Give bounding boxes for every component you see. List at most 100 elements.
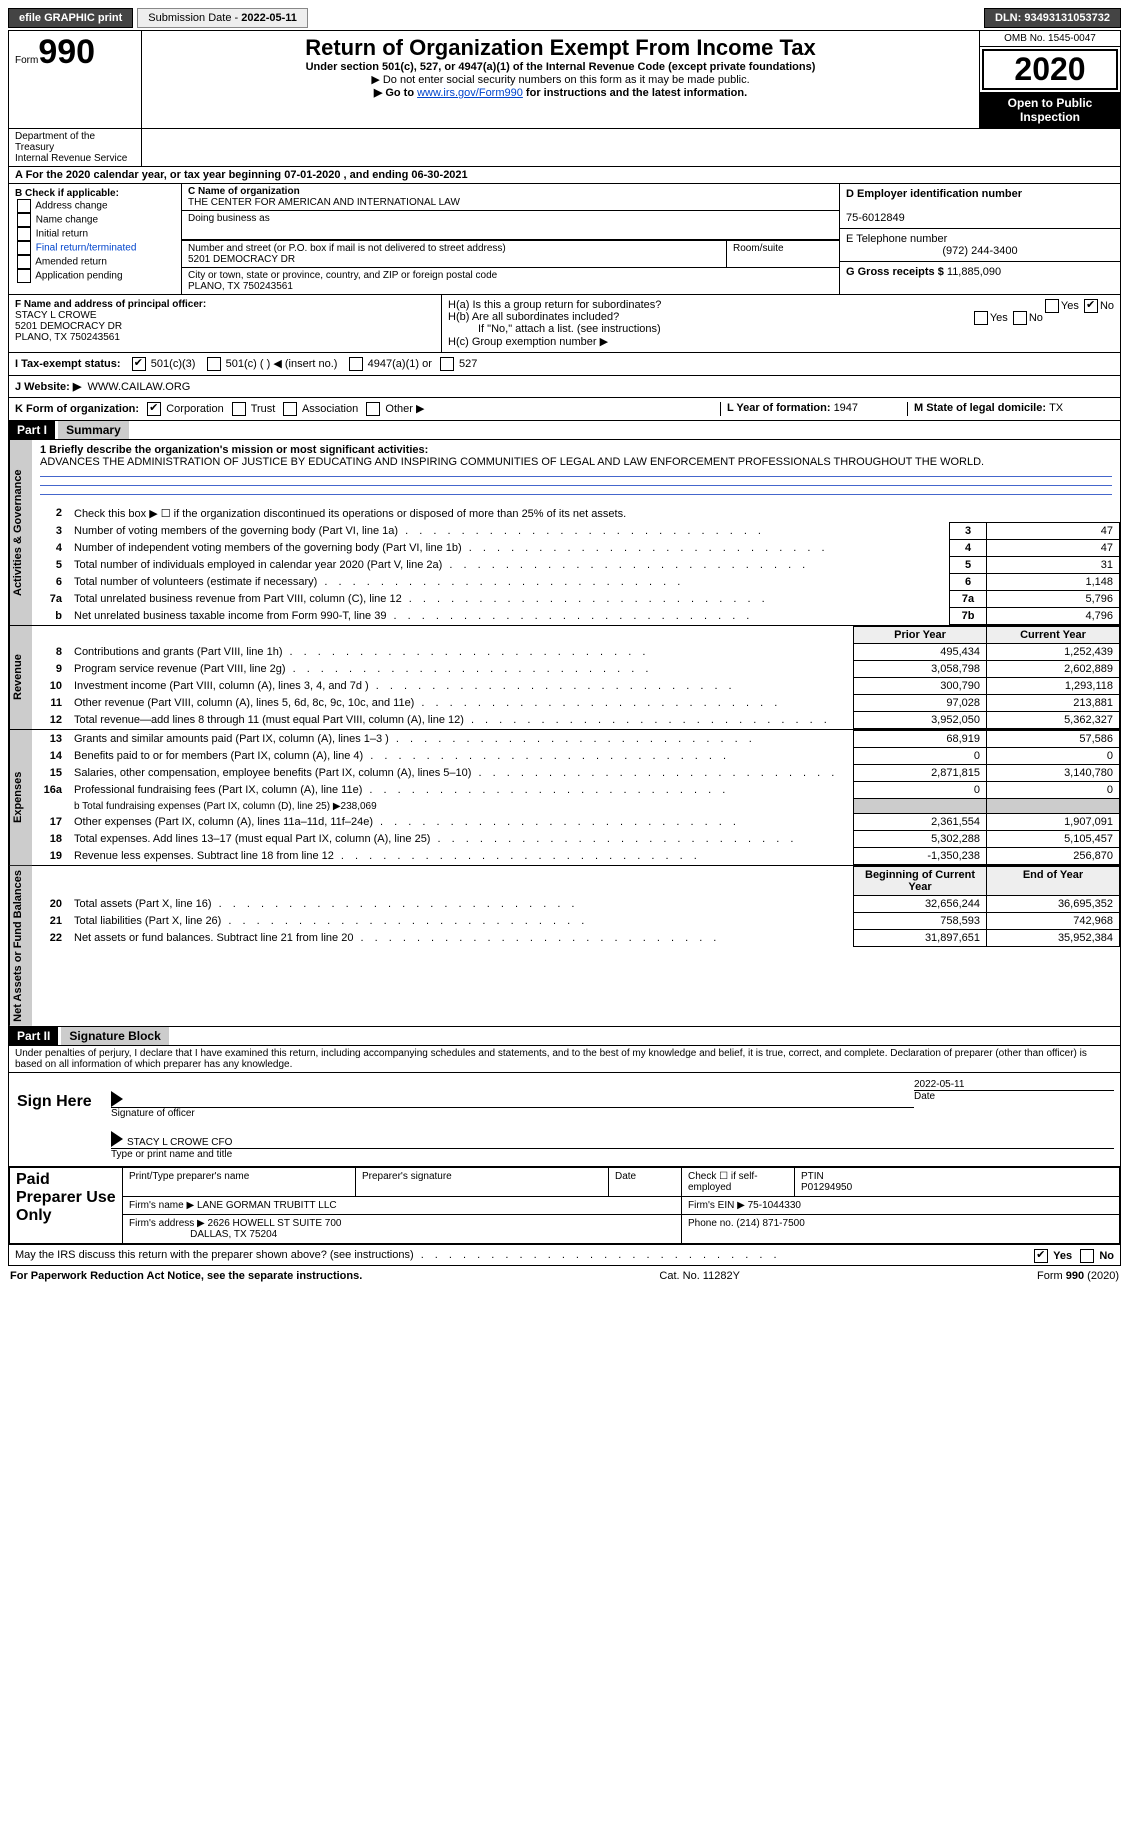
col-prior-year: Prior Year xyxy=(854,627,987,644)
sig-arrow-icon xyxy=(111,1131,123,1147)
chk-app-pending[interactable] xyxy=(17,269,31,283)
street-value: 5201 DEMOCRACY DR xyxy=(188,254,295,265)
officer-name: STACY L CROWE xyxy=(15,310,97,321)
mission-text: ADVANCES THE ADMINISTRATION OF JUSTICE B… xyxy=(40,456,984,468)
box-b: B Check if applicable: Address change Na… xyxy=(9,184,182,294)
form-subtitle: Under section 501(c), 527, or 4947(a)(1)… xyxy=(148,61,973,73)
entity-info-section: B Check if applicable: Address change Na… xyxy=(8,184,1121,295)
prep-self-employed: Check ☐ if self-employed xyxy=(682,1168,795,1197)
officer-city: PLANO, TX 750243561 xyxy=(15,332,120,343)
website-value: WWW.CAILAW.ORG xyxy=(87,381,190,393)
chk-amended[interactable] xyxy=(17,255,31,269)
street-label: Number and street (or P.O. box if mail i… xyxy=(188,243,506,254)
part1-header: Part I xyxy=(9,421,55,439)
discuss-yes: Yes xyxy=(1053,1250,1072,1262)
form-title: Return of Organization Exempt From Incom… xyxy=(148,35,973,61)
lbl-initial-return: Initial return xyxy=(36,229,88,240)
expenses-table: 13Grants and similar amounts paid (Part … xyxy=(32,730,1120,865)
net-assets-table: Beginning of Current YearEnd of Year 20T… xyxy=(32,866,1120,947)
tax-year: 2020 xyxy=(982,49,1118,90)
opt-trust: Trust xyxy=(251,403,276,415)
revenue-table: Prior YearCurrent Year 8Contributions an… xyxy=(32,626,1120,729)
sig-arrow-icon xyxy=(111,1091,123,1107)
chk-discuss-yes[interactable] xyxy=(1034,1249,1048,1263)
net-assets-section: Net Assets or Fund Balances Beginning of… xyxy=(8,866,1121,1027)
sig-date-label: Date xyxy=(914,1090,1114,1102)
dept-row: Department of the Treasury Internal Reve… xyxy=(8,129,1121,167)
side-governance: Activities & Governance xyxy=(9,440,32,625)
signature-block: Sign Here Signature of officer 2022-05-1… xyxy=(8,1073,1121,1167)
efile-button[interactable]: efile GRAPHIC print xyxy=(8,8,133,28)
phone-value: (972) 244-3400 xyxy=(846,245,1114,257)
chk-discuss-no[interactable] xyxy=(1080,1249,1094,1263)
prep-sig-label: Preparer's signature xyxy=(356,1168,609,1197)
chk-assoc[interactable] xyxy=(283,402,297,416)
year-formation-value: 1947 xyxy=(834,402,858,414)
opt-527: 527 xyxy=(459,358,477,370)
opt-4947: 4947(a)(1) or xyxy=(368,358,432,370)
firm-name-label: Firm's name ▶ xyxy=(129,1200,194,1211)
line1-label: 1 Briefly describe the organization's mi… xyxy=(40,444,428,456)
firm-phone-label: Phone no. xyxy=(688,1218,736,1229)
table-row: 5Total number of individuals employed in… xyxy=(32,557,1120,574)
chk-hb-no[interactable] xyxy=(1013,311,1027,325)
chk-other[interactable] xyxy=(366,402,380,416)
chk-501c[interactable] xyxy=(207,357,221,371)
hb-label: H(b) Are all subordinates included? xyxy=(448,311,619,323)
hc-label: H(c) Group exemption number ▶ xyxy=(448,335,1114,348)
dln-value: 93493131053732 xyxy=(1024,12,1110,24)
firm-phone-value: (214) 871-7500 xyxy=(736,1218,804,1229)
gross-receipts-value: 11,885,090 xyxy=(947,266,1001,278)
box-k: K Form of organization: Corporation Trus… xyxy=(15,402,720,416)
chk-name-change[interactable] xyxy=(17,213,31,227)
firm-addr1: 2626 HOWELL ST SUITE 700 xyxy=(208,1218,342,1229)
chk-527[interactable] xyxy=(440,357,454,371)
form-org-label: K Form of organization: xyxy=(15,403,139,415)
governance-table: 2Check this box ▶ ☐ if the organization … xyxy=(32,505,1120,625)
chk-hb-yes[interactable] xyxy=(974,311,988,325)
ssn-warning: ▶ Do not enter social security numbers o… xyxy=(148,73,973,86)
table-row: 8Contributions and grants (Part VIII, li… xyxy=(32,644,1120,661)
table-row: 4Number of independent voting members of… xyxy=(32,540,1120,557)
goto-post: for instructions and the latest informat… xyxy=(523,87,747,99)
lbl-address-change: Address change xyxy=(35,201,107,212)
form-word: Form xyxy=(15,55,38,66)
submission-label: Submission Date - xyxy=(148,12,241,24)
table-row: 14Benefits paid to or for members (Part … xyxy=(32,748,1120,765)
chk-final-return[interactable] xyxy=(17,241,31,255)
chk-initial-return[interactable] xyxy=(17,227,31,241)
chk-4947[interactable] xyxy=(349,357,363,371)
chk-501c3[interactable] xyxy=(132,357,146,371)
box-h: H(a) Is this a group return for subordin… xyxy=(442,295,1120,352)
form-number: 990 xyxy=(38,33,95,71)
pra-notice: For Paperwork Reduction Act Notice, see … xyxy=(10,1270,362,1282)
box-c: C Name of organization THE CENTER FOR AM… xyxy=(182,184,839,294)
org-name-label: C Name of organization xyxy=(188,186,300,197)
hb-no: No xyxy=(1029,312,1043,324)
chk-address-change[interactable] xyxy=(17,199,31,213)
dln-label: DLN: xyxy=(995,12,1024,24)
chk-ha-no[interactable] xyxy=(1084,299,1098,313)
irs-link[interactable]: www.irs.gov/Form990 xyxy=(417,87,523,99)
box-m: M State of legal domicile: TX xyxy=(907,402,1114,416)
col-current-year: Current Year xyxy=(987,627,1120,644)
mission-box: 1 Briefly describe the organization's mi… xyxy=(32,440,1120,505)
chk-corp[interactable] xyxy=(147,402,161,416)
discuss-row: May the IRS discuss this return with the… xyxy=(8,1245,1121,1266)
ha-yes: Yes xyxy=(1061,300,1079,312)
chk-trust[interactable] xyxy=(232,402,246,416)
submission-date: 2022-05-11 xyxy=(241,12,297,24)
box-klm-row: K Form of organization: Corporation Trus… xyxy=(8,398,1121,421)
period-end: 06-30-2021 xyxy=(411,169,467,181)
ptin-value: P01294950 xyxy=(801,1182,852,1193)
chk-ha-yes[interactable] xyxy=(1045,299,1059,313)
tax-period-row: A For the 2020 calendar year, or tax yea… xyxy=(8,167,1121,184)
cat-no: Cat. No. 11282Y xyxy=(659,1270,740,1282)
table-row: 6Total number of volunteers (estimate if… xyxy=(32,574,1120,591)
opt-corp: Corporation xyxy=(166,403,223,415)
box-deg: D Employer identification number 75-6012… xyxy=(839,184,1120,294)
table-row: 13Grants and similar amounts paid (Part … xyxy=(32,731,1120,748)
org-name: THE CENTER FOR AMERICAN AND INTERNATIONA… xyxy=(188,197,460,208)
table-row: 19Revenue less expenses. Subtract line 1… xyxy=(32,848,1120,865)
table-row: 22Net assets or fund balances. Subtract … xyxy=(32,930,1120,947)
